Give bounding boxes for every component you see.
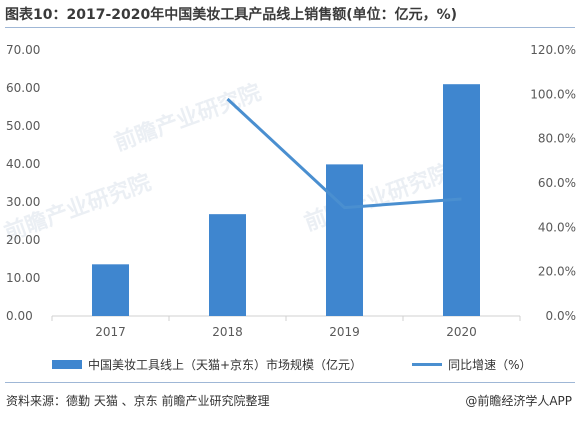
legend-line-swatch <box>412 362 443 366</box>
bar <box>209 214 246 316</box>
legend-bar-swatch <box>52 359 82 369</box>
left-tick-label: 20.00 <box>6 233 40 247</box>
title-divider <box>5 27 575 28</box>
right-tick-label: 40.0% <box>538 220 576 234</box>
growth-line <box>226 97 462 210</box>
bar <box>92 264 129 316</box>
source-note: 资料来源：德勤 天猫 、京东 前瞻产业研究院整理 <box>6 394 270 408</box>
x-tick-label: 2017 <box>95 325 126 339</box>
x-tick-label: 2020 <box>446 325 477 339</box>
left-tick-label: 50.00 <box>6 119 40 133</box>
left-tick-label: 70.00 <box>6 43 40 57</box>
left-tick-label: 30.00 <box>6 195 40 209</box>
right-tick-label: 60.0% <box>538 176 576 190</box>
right-tick-label: 120.0% <box>530 43 576 57</box>
chart-title: 图表10：2017-2020年中国美妆工具产品线上销售额(单位：亿元，%) <box>5 7 458 23</box>
x-tick-label: 2019 <box>329 325 360 339</box>
legend-bar-label: 中国美妆工具线上（天猫+京东）市场规模（亿元） <box>88 357 363 372</box>
left-tick-label: 10.00 <box>6 271 40 285</box>
footer-divider <box>5 382 575 383</box>
left-tick-label: 40.00 <box>6 157 40 171</box>
legend-line-label: 同比增速（%） <box>448 357 532 372</box>
x-tick-label: 2018 <box>212 325 243 339</box>
bar-line-chart: 0.00 10.00 20.00 30.00 40.00 50.00 60.00 70.00 0… <box>6 43 577 339</box>
left-tick-label: 60.00 <box>6 81 40 95</box>
left-tick-label: 0.00 <box>6 309 33 323</box>
right-tick-label: 100.0% <box>530 87 576 101</box>
bar <box>326 164 363 316</box>
credit-note: @前瞻经济学人APP <box>465 394 572 408</box>
right-tick-label: 20.0% <box>538 265 576 279</box>
right-tick-label: 80.0% <box>538 132 576 146</box>
legend: 中国美妆工具线上（天猫+京东）市场规模（亿元） 同比增速（%） <box>52 356 531 372</box>
right-tick-label: 0.0% <box>546 309 577 323</box>
